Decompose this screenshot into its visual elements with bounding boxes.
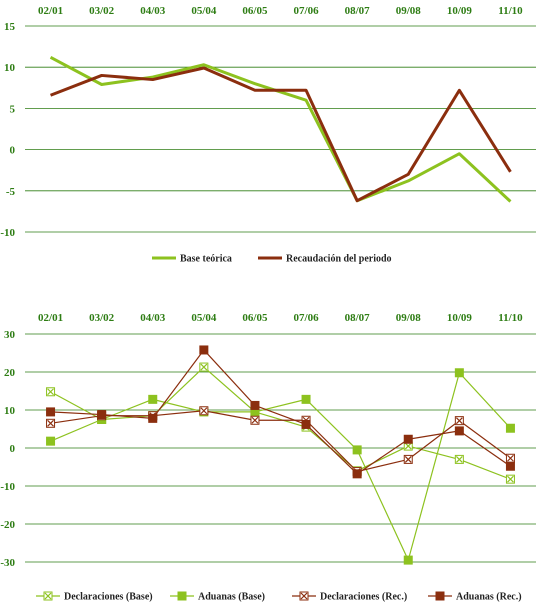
y-tick-label: 10 xyxy=(4,405,16,417)
data-point xyxy=(46,418,56,428)
x-tick-label: 10/09 xyxy=(447,312,473,324)
series-line-4 xyxy=(50,349,511,475)
data-point xyxy=(46,436,56,446)
data-point xyxy=(505,461,515,471)
x-tick-label: 05/04 xyxy=(191,5,217,17)
x-tick-label: 03/02 xyxy=(89,312,115,324)
y-tick-label: 20 xyxy=(4,367,16,379)
x-tick-label: 05/04 xyxy=(191,312,217,324)
chart-2: -30 -20 -10 0 10 20 30 02/01 03/02 04/03 05/04 06/0… xyxy=(0,312,536,603)
legend-marker xyxy=(43,591,53,601)
x-tick-label: 08/07 xyxy=(345,5,371,17)
data-point xyxy=(403,555,413,565)
data-point xyxy=(454,426,464,436)
data-point xyxy=(505,423,515,433)
y-tick-label: -30 xyxy=(0,557,15,569)
y-tick-label: -5 xyxy=(6,186,16,198)
y-tick-label: 15 xyxy=(4,21,16,33)
y-tick-label: 0 xyxy=(10,443,16,455)
legend-label: Declaraciones (Rec.) xyxy=(320,592,407,603)
legend-marker xyxy=(435,591,445,601)
legend-entry-1: Declaraciones (Base) xyxy=(36,591,153,603)
legend-label: Aduanas (Base) xyxy=(198,592,265,603)
x-tick-label: 02/01 xyxy=(38,312,63,324)
y-tick-label: 5 xyxy=(10,103,16,115)
legend-entry-1: Base teórica xyxy=(152,254,232,265)
x-tick-label: 07/06 xyxy=(294,312,320,324)
data-point xyxy=(505,474,515,484)
data-point xyxy=(250,400,260,410)
data-point xyxy=(301,394,311,404)
data-point xyxy=(46,387,56,397)
series-line-1 xyxy=(50,366,511,480)
x-tick-label: 04/03 xyxy=(140,5,166,17)
legend-entry-4: Aduanas (Rec.) xyxy=(428,591,522,603)
data-point xyxy=(250,415,260,425)
data-point xyxy=(454,368,464,378)
x-tick-label: 07/06 xyxy=(294,5,320,17)
data-point xyxy=(199,345,209,355)
series-line-2 xyxy=(50,66,512,203)
x-tick-label: 09/08 xyxy=(396,5,422,17)
series-line-3 xyxy=(50,410,511,473)
legend-label: Aduanas (Rec.) xyxy=(456,592,522,603)
data-point xyxy=(454,416,464,426)
x-tick-label: 11/10 xyxy=(498,312,523,324)
data-point xyxy=(199,362,209,372)
y-tick-label: -10 xyxy=(0,481,15,493)
legend-entry-2: Recaudación del periodo xyxy=(258,254,392,265)
series-line-2 xyxy=(50,372,511,561)
y-tick-label: 0 xyxy=(10,145,16,157)
chart-1: -10 -5 0 5 10 15 02/01 03/02 04/03 05/04 06/05 07/0… xyxy=(0,5,536,265)
y-tick-label: 10 xyxy=(4,62,16,74)
data-point xyxy=(301,419,311,429)
legend-label: Recaudación del periodo xyxy=(286,254,392,265)
x-tick-label: 08/07 xyxy=(345,312,371,324)
data-point xyxy=(148,394,158,404)
legend-marker xyxy=(299,591,309,601)
data-point xyxy=(352,469,362,479)
x-tick-label: 04/03 xyxy=(140,312,166,324)
data-point xyxy=(454,454,464,464)
data-point xyxy=(46,407,56,417)
x-tick-label: 03/02 xyxy=(89,5,115,17)
data-point xyxy=(148,413,158,423)
data-point xyxy=(352,445,362,455)
x-tick-label: 02/01 xyxy=(38,5,63,17)
x-tick-label: 06/05 xyxy=(242,312,268,324)
data-point xyxy=(505,453,515,463)
y-tick-label: -20 xyxy=(0,519,15,531)
y-tick-label: -10 xyxy=(0,227,15,239)
data-point xyxy=(250,407,260,417)
data-point xyxy=(97,410,107,420)
legend-entry-3: Declaraciones (Rec.) xyxy=(292,591,407,603)
legend-label: Declaraciones (Base) xyxy=(64,592,153,603)
data-point xyxy=(403,454,413,464)
x-tick-label: 09/08 xyxy=(396,312,422,324)
x-tick-label: 11/10 xyxy=(498,5,523,17)
y-tick-label: 30 xyxy=(4,329,16,341)
data-point xyxy=(403,434,413,444)
legend-label: Base teórica xyxy=(180,254,232,265)
legend-marker xyxy=(177,591,187,601)
series-line-1 xyxy=(49,55,512,203)
x-tick-label: 06/05 xyxy=(242,5,268,17)
data-point xyxy=(199,406,209,416)
legend-entry-2: Aduanas (Base) xyxy=(170,591,265,603)
x-tick-label: 10/09 xyxy=(447,5,473,17)
